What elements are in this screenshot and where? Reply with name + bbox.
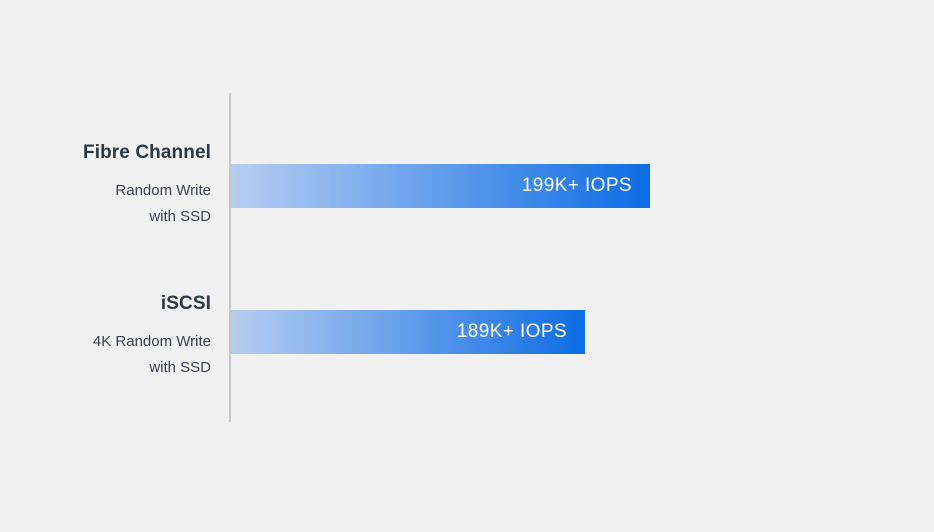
bar-iscsi: 189K+ IOPS [231, 310, 585, 354]
category-subtitle-line2: with SSD [149, 359, 211, 376]
category-title: Fibre Channel [83, 142, 211, 163]
bar-value-label: 199K+ IOPS [521, 175, 632, 196]
category-label-iscsi: iSCSI 4K Random Write with SSD [0, 292, 211, 381]
bar-value-label: 189K+ IOPS [456, 321, 567, 342]
category-title: iSCSI [160, 293, 211, 314]
bar-fibre-channel: 199K+ IOPS [231, 164, 650, 208]
category-subtitle: 4K Random Write with SSD [0, 329, 211, 381]
category-subtitle-line1: 4K Random Write [92, 333, 211, 350]
category-subtitle-line1: Random Write [115, 182, 211, 199]
category-label-fibre-channel: Fibre Channel Random Write with SSD [0, 141, 211, 230]
category-subtitle-line2: with SSD [149, 208, 211, 225]
category-subtitle: Random Write with SSD [0, 178, 211, 230]
y-axis-line [229, 93, 231, 422]
